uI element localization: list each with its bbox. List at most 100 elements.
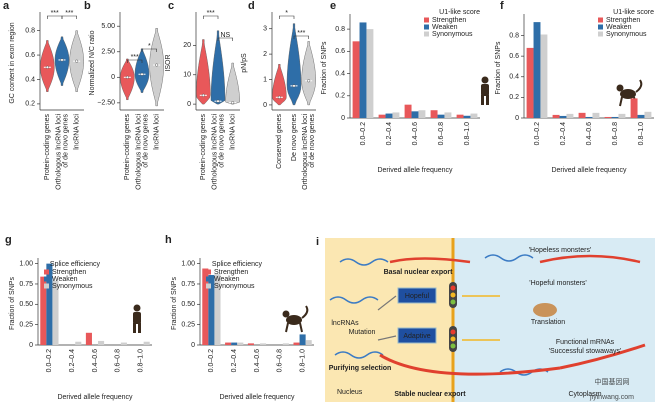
y-tick-label: 0.50	[181, 301, 195, 308]
bar	[359, 22, 367, 119]
bar	[305, 340, 312, 345]
bar	[644, 111, 652, 118]
y-tick-label: 0.8	[335, 26, 345, 33]
x-tick-label: of de novo genes	[309, 114, 316, 168]
y-tick-label: 2.50	[101, 49, 115, 56]
human-icon	[133, 304, 141, 333]
x-tick-label: De novo genes	[291, 114, 298, 162]
icon-head	[282, 310, 290, 318]
violin	[301, 41, 316, 106]
y-axis-label: Fraction of SNPs	[171, 277, 178, 330]
bar	[282, 343, 289, 345]
legend-swatch	[424, 24, 429, 30]
rna	[484, 254, 534, 262]
significance-label: ***	[207, 10, 215, 17]
x-tick-label: 0.2–0.4	[231, 349, 238, 372]
significance-bracket	[127, 59, 143, 63]
bar	[444, 112, 452, 118]
bar	[225, 342, 232, 345]
significance-label: *	[285, 10, 288, 17]
x-tick-label: Conserved genes	[276, 114, 283, 169]
violin	[286, 23, 302, 106]
x-tick-label: 0.4–0.6	[586, 122, 593, 145]
signal	[450, 285, 456, 291]
significance-label: NS	[220, 32, 230, 39]
x-tick-label: lncRNA loci	[74, 114, 81, 150]
significance-label: ***	[131, 54, 139, 61]
y-tick-label: 0.4	[25, 76, 35, 83]
bar	[404, 104, 412, 118]
arrow	[462, 295, 500, 341]
median-dot	[125, 75, 129, 79]
x-axis-label: Derived allele frequency	[57, 394, 133, 401]
ribosome	[533, 303, 557, 317]
y-tick-label: 5.00	[101, 23, 115, 30]
y-tick-label: 3	[263, 26, 267, 33]
x-tick-label: Protein-coding genes	[200, 114, 207, 181]
diagram-label: 'Successful stowaways'	[549, 348, 622, 355]
violin	[225, 62, 240, 105]
x-tick-label: Orthologous lncRNA loci	[211, 114, 218, 190]
x-tick-label: 0.0–0.2	[534, 122, 541, 145]
bar	[437, 114, 445, 118]
median-dot	[277, 95, 281, 99]
legend-label: Synonymous	[432, 31, 473, 38]
legend-swatch	[206, 269, 211, 275]
bar	[260, 343, 267, 345]
adaptive-box	[397, 327, 437, 344]
legend-swatch	[44, 269, 49, 275]
bar	[46, 263, 53, 345]
diagram-label: Cytoplasm	[568, 391, 601, 398]
median-dot	[292, 84, 296, 88]
diagram-label: Purifying selection	[329, 365, 392, 372]
watermark: 中国基因网	[595, 377, 630, 386]
legend-swatch	[598, 17, 603, 23]
x-tick-label: 0.4–0.6	[254, 349, 261, 372]
icon-head	[133, 304, 141, 312]
x-tick-label: 0.6–0.8	[612, 122, 619, 145]
median-dot	[307, 79, 311, 83]
y-axis-label: Fraction of SNPs	[321, 41, 328, 94]
median-dot	[201, 93, 205, 97]
x-tick-label: Orthologous lncRNA loci	[55, 114, 62, 190]
x-tick-label: of de novo genes	[62, 114, 69, 168]
icon-leg	[138, 323, 141, 333]
icon-body	[133, 312, 141, 324]
rna	[329, 296, 379, 304]
bar	[378, 114, 386, 118]
y-tick-label: 0.50	[19, 301, 33, 308]
y-tick-label: 1.00	[181, 260, 195, 267]
y-axis-label: Fraction of SNPs	[9, 277, 16, 330]
diagram-label: 'Hopeful monsters'	[529, 280, 587, 287]
panel-label: d	[248, 0, 255, 12]
bar	[430, 110, 438, 118]
legend-label: Weaken	[214, 276, 240, 283]
x-tick-label: 0.2–0.4	[69, 349, 76, 372]
bar	[611, 116, 619, 118]
panel-label: h	[165, 234, 172, 246]
legend-label: Strengthen	[606, 17, 640, 24]
bar	[214, 274, 221, 345]
significance-label: *	[148, 43, 151, 50]
bar	[566, 113, 574, 118]
violin	[196, 39, 211, 105]
y-tick-label: 0	[515, 115, 519, 122]
legend-swatch	[598, 24, 603, 30]
legend-swatch	[206, 283, 211, 289]
significance-bracket	[61, 15, 77, 19]
arrow	[377, 295, 397, 311]
diagram-label: Mutation	[349, 329, 376, 336]
diagram-label: Stable nuclear export	[394, 391, 466, 398]
legend-label: Strengthen	[432, 17, 466, 24]
icon-leg	[481, 95, 484, 105]
violin	[149, 28, 164, 107]
y-tick-label: 0.75	[19, 281, 33, 288]
y-tick-label: 0	[111, 74, 115, 81]
significance-label: ***	[297, 30, 305, 37]
icon-body	[481, 84, 489, 96]
legend-title: U1-like score	[613, 9, 654, 16]
legend-title: Splice efficiency	[212, 261, 263, 268]
hopeful-box	[397, 287, 437, 304]
bar	[40, 276, 47, 345]
legend-title: Splice efficiency	[50, 261, 101, 268]
